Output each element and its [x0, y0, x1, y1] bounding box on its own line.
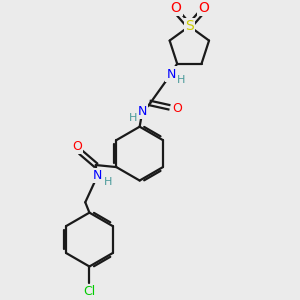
- Text: N: N: [93, 169, 102, 182]
- Text: N: N: [166, 68, 176, 81]
- Text: H: H: [104, 177, 112, 187]
- Text: N: N: [137, 105, 147, 118]
- Text: H: H: [128, 112, 137, 123]
- Text: O: O: [170, 1, 181, 15]
- Text: O: O: [172, 102, 182, 115]
- Text: O: O: [198, 1, 209, 15]
- Text: H: H: [177, 75, 185, 85]
- Text: S: S: [185, 19, 194, 33]
- Text: Cl: Cl: [83, 285, 95, 298]
- Text: O: O: [72, 140, 82, 153]
